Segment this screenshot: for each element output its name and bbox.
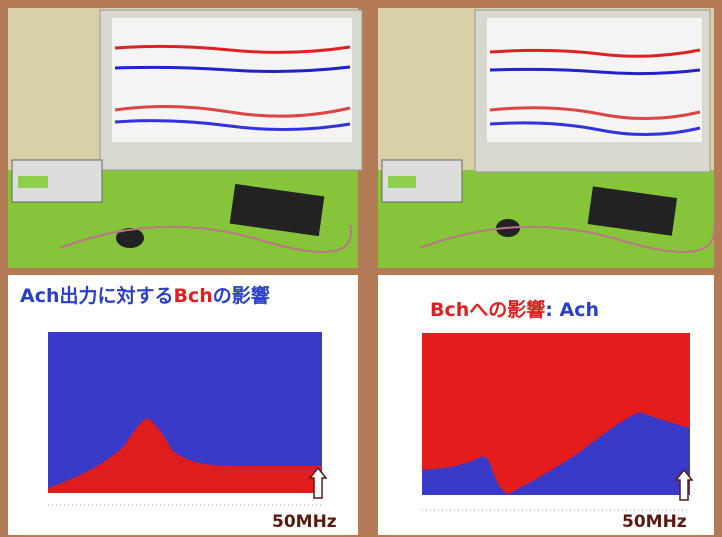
title-part: の影響 [213, 284, 270, 307]
chart-title: Ach出力に対するBchの影響 [20, 284, 270, 307]
page: Ach出力に対するBchの影響 Bchへの影響: Ach 50MHz 50MHz… [0, 0, 722, 537]
photo-left [8, 8, 362, 268]
frequency-label: 50MHz [272, 512, 337, 532]
composite: Ach出力に対するBchの影響 Bchへの影響: Ach 50MHz 50MHz [0, 0, 722, 537]
chart-left [8, 275, 358, 535]
title-part: Bchへの影響 [430, 298, 545, 321]
title-part: : Ach [545, 299, 599, 321]
title-part: Bch [174, 285, 213, 307]
photo-right [378, 8, 714, 268]
frequency-label: 50MHz [622, 512, 687, 532]
chart-title: Bchへの影響: Ach [430, 298, 599, 321]
title-part: Ach出力に対する [20, 284, 174, 307]
